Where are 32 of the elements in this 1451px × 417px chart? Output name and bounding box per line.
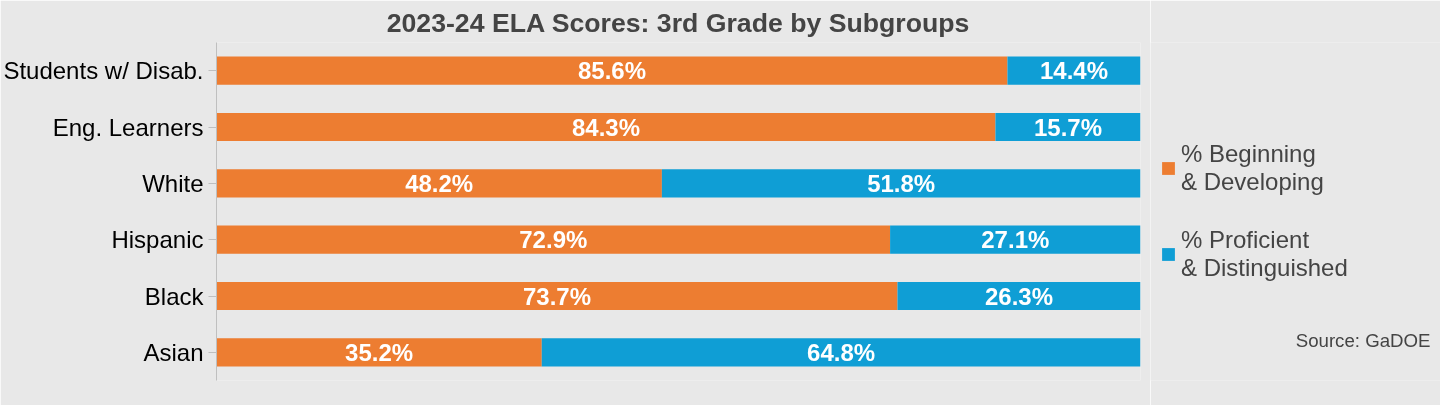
bar: [216, 56, 1008, 85]
y-tick-label: Asian: [143, 338, 204, 366]
bar: [216, 338, 542, 367]
data-label: 15.7%: [1033, 113, 1102, 141]
y-tick-label: Black: [144, 282, 205, 310]
legend-label: % Beginning & Developing: [1181, 140, 1324, 196]
data-label: 27.1%: [981, 226, 1050, 254]
bar: [661, 169, 1141, 198]
source-note: Source: GaDOE: [1295, 329, 1431, 351]
bar: [541, 338, 1141, 367]
data-label: 51.8%: [867, 169, 936, 197]
bar: [216, 225, 891, 254]
data-label: 64.8%: [807, 338, 876, 366]
y-tick-label: Students w/ Disab.: [3, 57, 204, 85]
data-label: 35.2%: [345, 338, 414, 366]
data-label: 26.3%: [984, 282, 1054, 310]
data-label: 72.9%: [519, 226, 588, 254]
chart-title: 2023-24 ELA Scores: 3rd Grade by Subgroups: [386, 7, 970, 38]
bar: [890, 225, 1141, 254]
bar: [216, 281, 898, 311]
data-label: 48.2%: [405, 169, 474, 197]
bar: [216, 112, 996, 142]
bar: [216, 169, 662, 198]
legend-label: % Proficient & Distinguished: [1181, 226, 1348, 282]
data-label: 14.4%: [1039, 57, 1109, 85]
y-tick-label: White: [142, 169, 204, 197]
data-label: 84.3%: [571, 113, 640, 141]
data-label: 85.6%: [577, 57, 647, 85]
bar: [897, 281, 1141, 311]
y-tick-label: Eng. Learners: [52, 113, 204, 141]
data-label: 73.7%: [522, 282, 592, 310]
y-tick-label: Hispanic: [111, 226, 204, 254]
